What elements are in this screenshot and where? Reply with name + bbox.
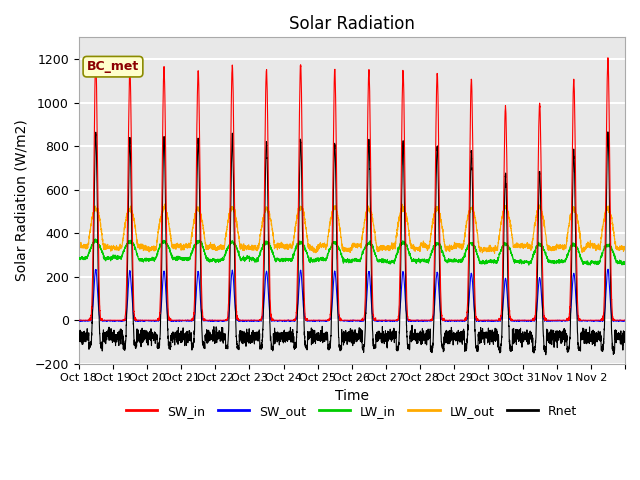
- SW_out: [372, 318, 380, 324]
- SW_in: [401, 205, 409, 211]
- Rnet: [604, 129, 612, 135]
- SW_in: [502, 104, 509, 110]
- X-axis label: Time: Time: [335, 389, 369, 403]
- SW_in: [75, 317, 83, 323]
- Line: LW_out: LW_out: [79, 204, 625, 253]
- Legend: SW_in, SW_out, LW_in, LW_out, Rnet: SW_in, SW_out, LW_in, LW_out, Rnet: [121, 400, 582, 423]
- LW_in: [525, 262, 532, 268]
- SW_out: [529, 318, 536, 324]
- Rnet: [542, 352, 550, 358]
- LW_in: [188, 250, 196, 256]
- LW_out: [502, 204, 509, 209]
- LW_out: [621, 244, 629, 250]
- Rnet: [621, 332, 629, 338]
- LW_in: [529, 255, 536, 261]
- SW_out: [502, 276, 509, 281]
- Rnet: [75, 337, 83, 343]
- LW_out: [188, 234, 196, 240]
- Rnet: [543, 333, 550, 338]
- LW_out: [543, 241, 550, 247]
- Line: SW_out: SW_out: [79, 269, 625, 321]
- SW_in: [372, 317, 380, 323]
- SW_in: [543, 317, 550, 323]
- Rnet: [502, 175, 509, 181]
- Text: BC_met: BC_met: [87, 60, 139, 73]
- LW_in: [621, 260, 629, 265]
- Rnet: [372, 335, 380, 340]
- SW_in: [529, 317, 536, 323]
- SW_out: [543, 318, 550, 324]
- SW_out: [604, 266, 612, 272]
- LW_out: [75, 241, 83, 247]
- Title: Solar Radiation: Solar Radiation: [289, 15, 415, 33]
- Line: LW_in: LW_in: [79, 239, 625, 265]
- LW_in: [92, 236, 99, 242]
- SW_in: [621, 317, 629, 323]
- Line: SW_in: SW_in: [79, 58, 625, 320]
- SW_out: [170, 318, 177, 324]
- Rnet: [401, 254, 409, 260]
- LW_in: [502, 241, 509, 247]
- Rnet: [529, 337, 536, 343]
- LW_out: [401, 208, 409, 214]
- LW_out: [161, 201, 168, 207]
- Line: Rnet: Rnet: [79, 132, 625, 355]
- Rnet: [188, 347, 196, 353]
- LW_out: [372, 240, 380, 246]
- SW_out: [621, 318, 629, 324]
- SW_out: [401, 298, 409, 303]
- SW_out: [188, 318, 196, 324]
- LW_in: [372, 253, 380, 259]
- LW_in: [401, 241, 409, 247]
- LW_out: [491, 251, 499, 256]
- SW_in: [188, 317, 196, 323]
- SW_out: [75, 318, 83, 324]
- Y-axis label: Solar Radiation (W/m2): Solar Radiation (W/m2): [15, 120, 29, 281]
- LW_out: [529, 237, 536, 243]
- LW_in: [75, 254, 83, 260]
- SW_in: [604, 55, 612, 60]
- LW_in: [543, 255, 550, 261]
